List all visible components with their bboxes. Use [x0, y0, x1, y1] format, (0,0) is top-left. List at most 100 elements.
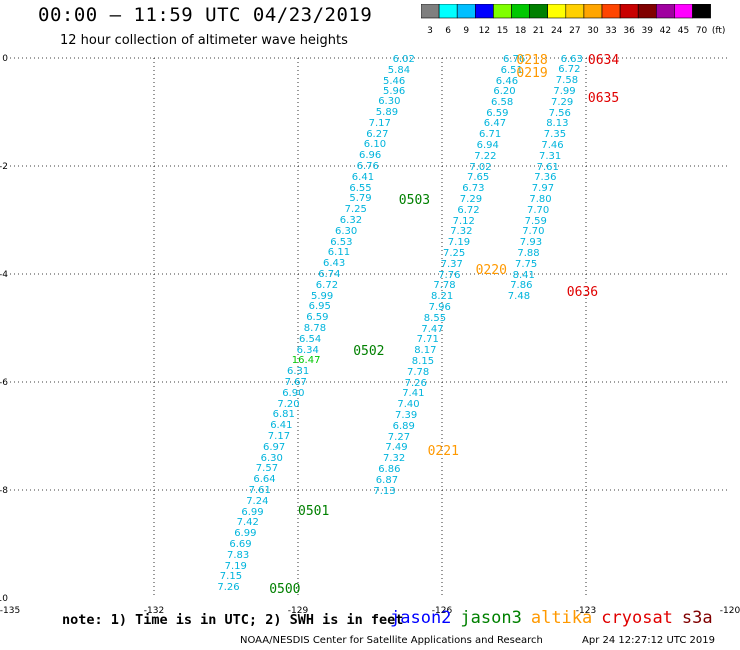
swh-value-label: 8.13 — [546, 118, 569, 130]
swh-value-label: 5.84 — [387, 64, 411, 76]
swh-value-label: 7.35 — [543, 129, 567, 141]
y-tick-label: -2 — [0, 162, 8, 172]
swh-value-label: 7.80 — [529, 194, 552, 206]
swh-value-label: 7.24 — [246, 495, 269, 507]
swh-value-label: 6.30 — [260, 452, 283, 464]
x-tick-label: -126 — [432, 606, 453, 616]
swh-value-label: 5.99 — [311, 290, 334, 302]
swh-value-label: 8.15 — [411, 356, 435, 368]
swh-value-label: 6.30 — [378, 96, 401, 108]
swh-value-label: 7.27 — [387, 431, 411, 443]
swh-value-label: 7.49 — [385, 442, 408, 454]
swh-value-label: 6.27 — [366, 128, 389, 140]
color-scale-legend: 3 6 9 12 15 18 21 24 27 30 33 36 39 42 45 70 (ft) — [421, 4, 725, 36]
map-subtitle: 12 hour collection of altimeter wave hei… — [60, 33, 348, 48]
swh-value-label: 6.99 — [241, 506, 264, 518]
pass-time-label: 0636 — [566, 284, 599, 300]
swh-value-label: 7.37 — [440, 258, 463, 270]
swh-value-label: 6.53 — [330, 236, 353, 248]
swh-value-label: 7.75 — [515, 258, 538, 270]
swh-value-label: 7.40 — [397, 399, 420, 411]
swh-value-label: 6.99 — [234, 528, 257, 540]
color-bin-label: 3 — [427, 26, 433, 36]
pass-time-label: 0218 — [516, 52, 548, 68]
legend-cryosat: cryosat — [601, 608, 673, 628]
swh-value-label: 6.86 — [378, 464, 401, 476]
swh-value-label: 7.59 — [524, 215, 547, 227]
swh-value-label: 7.78 — [407, 366, 430, 378]
swh-value-label: 6.51 — [500, 64, 523, 76]
swh-value-label: 8.21 — [431, 291, 454, 303]
swh-value-label: 6.73 — [462, 183, 485, 195]
swh-value-label: 6.90 — [282, 387, 305, 399]
swh-value-label: 7.29 — [459, 194, 483, 206]
swh-value-label: 7.76 — [438, 269, 461, 281]
swh-value-label: 7.83 — [227, 549, 250, 561]
swh-value-label: 7.57 — [255, 463, 279, 475]
color-bin-label: 27 — [569, 26, 580, 36]
x-tick-label: -129 — [288, 606, 309, 616]
swh-value-label: 7.58 — [555, 75, 579, 87]
swh-value-label: 7.39 — [395, 410, 418, 422]
swh-value-label: 5.89 — [375, 107, 399, 119]
generation-timestamp: Apr 24 12:27:12 UTC 2019 — [582, 635, 715, 646]
swh-value-label: 7.29 — [551, 96, 574, 108]
legend-altika: altika — [530, 608, 593, 628]
credit-line: NOAA/NESDIS Center for Satellite Applica… — [240, 635, 543, 646]
y-tick-label: -4 — [0, 270, 8, 280]
pass-time-label: 0634 — [587, 52, 620, 68]
x-tick-label: -135 — [0, 606, 20, 616]
swh-value-label: 7.67 — [284, 377, 307, 389]
y-tick-label: -8 — [0, 486, 8, 496]
color-bin-label: 15 — [497, 26, 508, 36]
footnote: note: 1) Time is in UTC; 2) SWH is in fe… — [62, 612, 404, 628]
swh-value-label: 6.54 — [299, 333, 322, 345]
swh-value-label: 6.34 — [296, 344, 319, 356]
swh-value-label: 6.95 — [308, 301, 331, 313]
swh-value-label: 7.17 — [368, 117, 391, 129]
color-bin-label: 18 — [515, 26, 527, 36]
color-bin-label: 21 — [533, 26, 544, 36]
swh-value-label: 7.61 — [248, 485, 271, 497]
swh-value-label: 7.88 — [517, 248, 540, 260]
swh-value-label: 6.72 — [457, 204, 480, 216]
swh-value-label: 6.71 — [479, 129, 502, 141]
swh-value-label: 6.30 — [335, 225, 358, 237]
y-tick-label: 0 — [2, 54, 8, 64]
legend-jason2: jason2 — [390, 608, 452, 628]
swh-value-label: 6.43 — [323, 258, 346, 270]
swh-value-label: 7.13 — [373, 485, 396, 497]
swh-value-label: 6.58 — [491, 96, 514, 108]
swh-value-label: 7.41 — [402, 388, 425, 400]
swh-value-label: 8.41 — [512, 269, 535, 281]
swh-value-label: 6.31 — [287, 366, 310, 378]
color-bin-label: 45 — [678, 26, 689, 36]
swh-value-label: 7.32 — [383, 453, 406, 465]
pass-time-label: 0503 — [398, 193, 431, 209]
swh-value-label: 7.99 — [553, 86, 576, 98]
swh-value-label: 6.41 — [351, 171, 375, 183]
swh-value-label: 6.64 — [253, 474, 276, 486]
swh-value-label: 7.19 — [447, 237, 471, 249]
swh-value-label: 6.02 — [392, 53, 415, 65]
color-bin-label: 30 — [587, 26, 599, 36]
swh-value-label: 7.48 — [507, 291, 531, 303]
swh-value-label: 6.89 — [392, 420, 415, 432]
y-tick-label: -6 — [0, 378, 8, 388]
swh-value-label: 6.97 — [263, 441, 286, 453]
swh-value-label: 7.22 — [474, 150, 497, 162]
color-bin-label: 39 — [642, 26, 654, 36]
color-bin-label: 33 — [605, 26, 616, 36]
color-bin-label: 24 — [551, 26, 563, 36]
swh-value-label: 7.19 — [224, 560, 247, 572]
swh-value-label: 6.59 — [306, 312, 329, 324]
swh-value-label: 6.32 — [339, 215, 363, 227]
swh-value-label: 7.46 — [541, 140, 564, 152]
swh-value-label: 7.02 — [469, 161, 492, 173]
pass-time-label: 0220 — [475, 263, 507, 279]
swh-value-label: 7.36 — [534, 172, 557, 184]
swh-value-label: 8.78 — [303, 323, 327, 335]
map-title: 00:00 — 11:59 UTC 04/23/2019 — [38, 4, 373, 26]
swh-value-label: 6.10 — [363, 139, 387, 151]
swh-value-label: 6.74 — [318, 269, 341, 281]
